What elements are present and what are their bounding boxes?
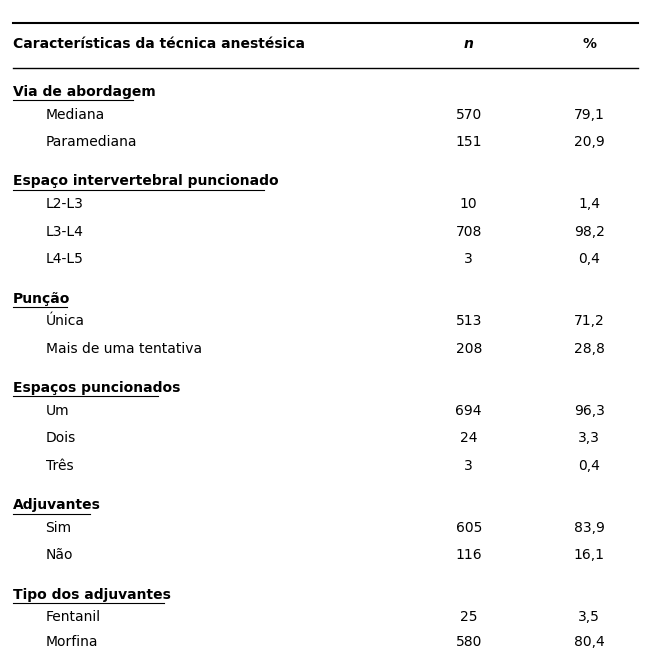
Text: 3: 3 xyxy=(464,252,473,266)
Text: 83,9: 83,9 xyxy=(574,520,605,535)
Text: 24: 24 xyxy=(460,431,477,445)
Text: 20,9: 20,9 xyxy=(574,135,605,149)
Text: 694: 694 xyxy=(456,404,482,417)
Text: Punção: Punção xyxy=(13,291,70,306)
Text: 708: 708 xyxy=(456,225,482,239)
Text: 71,2: 71,2 xyxy=(574,314,605,328)
Text: 3,5: 3,5 xyxy=(578,610,600,624)
Text: 151: 151 xyxy=(456,135,482,149)
Text: Espaço intervertebral puncionado: Espaço intervertebral puncionado xyxy=(13,175,279,188)
Text: Espaços puncionados: Espaços puncionados xyxy=(13,381,180,395)
Text: Tipo dos adjuvantes: Tipo dos adjuvantes xyxy=(13,587,171,602)
Text: Mediana: Mediana xyxy=(46,108,105,121)
Text: 1,4: 1,4 xyxy=(578,197,600,211)
Text: L4-L5: L4-L5 xyxy=(46,252,83,266)
Text: 28,8: 28,8 xyxy=(574,342,605,356)
Text: Paramediana: Paramediana xyxy=(46,135,137,149)
Text: 3: 3 xyxy=(464,459,473,473)
Text: Sim: Sim xyxy=(46,520,72,535)
Text: 605: 605 xyxy=(456,520,482,535)
Text: Única: Única xyxy=(46,314,85,328)
Text: Não: Não xyxy=(46,548,73,562)
Text: Adjuvantes: Adjuvantes xyxy=(13,498,101,512)
Text: 16,1: 16,1 xyxy=(574,548,605,562)
Text: 25: 25 xyxy=(460,610,477,624)
Text: 513: 513 xyxy=(456,314,482,328)
Text: 80,4: 80,4 xyxy=(574,635,605,648)
Text: Características da técnica anestésica: Características da técnica anestésica xyxy=(13,37,305,51)
Text: 98,2: 98,2 xyxy=(574,225,605,239)
Text: n: n xyxy=(464,37,474,51)
Text: 570: 570 xyxy=(456,108,482,121)
Text: L3-L4: L3-L4 xyxy=(46,225,83,239)
Text: 3,3: 3,3 xyxy=(578,431,600,445)
Text: L2-L3: L2-L3 xyxy=(46,197,83,211)
Text: 10: 10 xyxy=(460,197,478,211)
Text: Via de abordagem: Via de abordagem xyxy=(13,85,156,99)
Text: 116: 116 xyxy=(456,548,482,562)
Text: Um: Um xyxy=(46,404,69,417)
Text: %: % xyxy=(582,37,596,51)
Text: 96,3: 96,3 xyxy=(574,404,605,417)
Text: 0,4: 0,4 xyxy=(578,459,600,473)
Text: Três: Três xyxy=(46,459,73,473)
Text: 208: 208 xyxy=(456,342,482,356)
Text: 0,4: 0,4 xyxy=(578,252,600,266)
Text: Morfina: Morfina xyxy=(46,635,98,648)
Text: Mais de uma tentativa: Mais de uma tentativa xyxy=(46,342,202,356)
Text: Dois: Dois xyxy=(46,431,76,445)
Text: 580: 580 xyxy=(456,635,482,648)
Text: 79,1: 79,1 xyxy=(574,108,605,121)
Text: Fentanil: Fentanil xyxy=(46,610,101,624)
